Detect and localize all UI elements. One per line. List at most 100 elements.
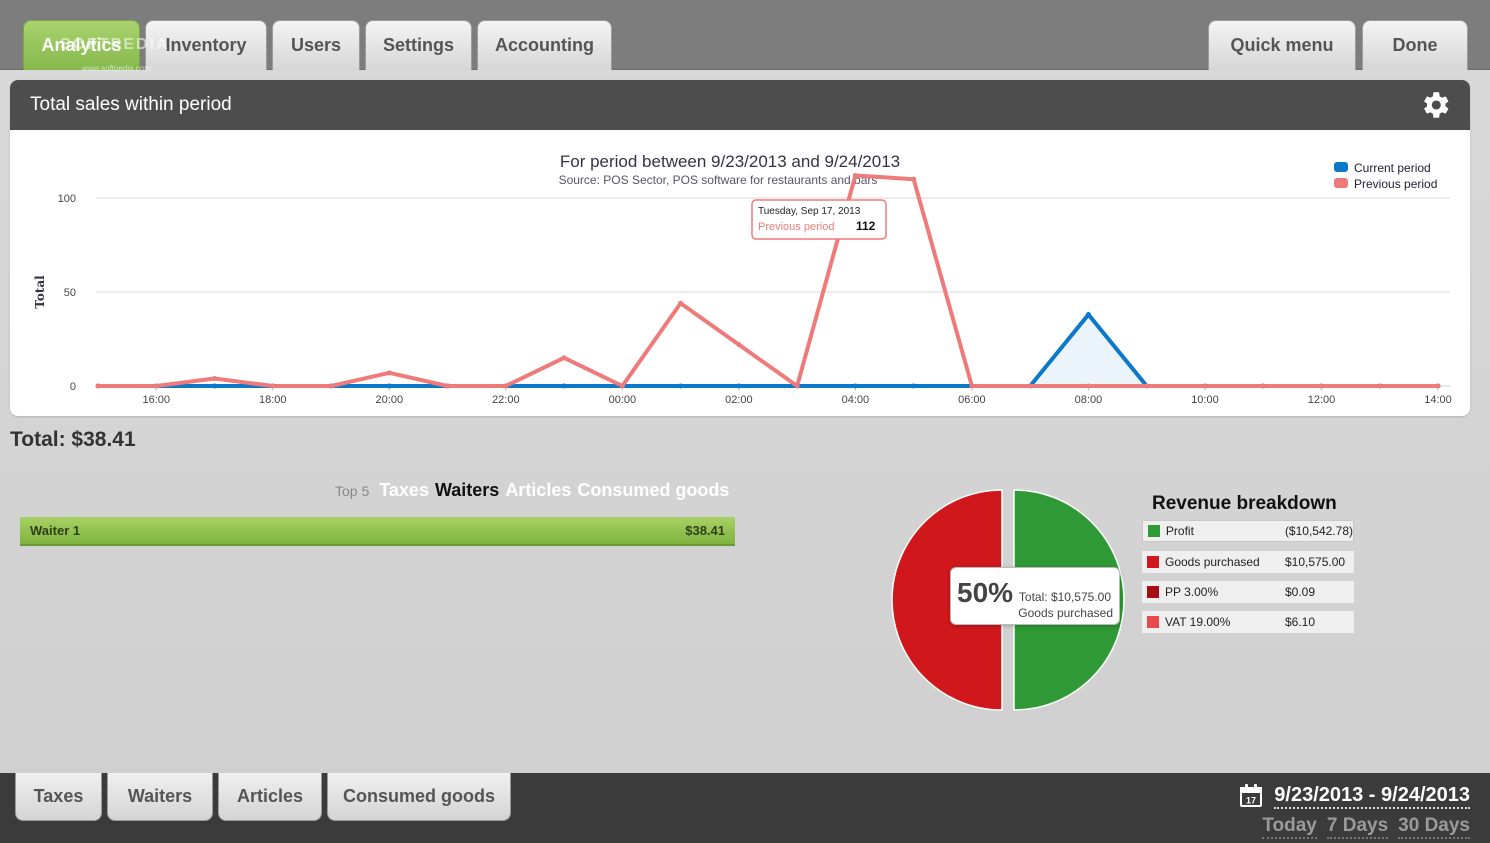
point-current[interactable] <box>911 383 917 389</box>
top-navigation-bar: Analytics Inventory Users Settings Accou… <box>0 0 1490 73</box>
sales-line-chart: For period between 9/23/2013 and 9/24/20… <box>33 152 1452 406</box>
legend-value: $10,575.00 <box>1285 555 1346 569</box>
revenue-legend-vat[interactable]: VAT 19.00% $6.10 <box>1142 611 1354 633</box>
point-previous[interactable] <box>736 342 742 348</box>
tab-analytics[interactable]: Analytics <box>23 20 140 70</box>
bottom-tab-consumed-goods[interactable]: Consumed goods <box>327 773 511 821</box>
x-tick-label: 14:00 <box>1424 394 1452 406</box>
point-previous[interactable] <box>1144 383 1150 389</box>
pie-slice-goods-purchased[interactable] <box>891 489 1003 711</box>
revenue-breakdown-title: Revenue breakdown <box>1152 493 1337 514</box>
x-axis-ticks: 16:00 18:00 20:00 22:00 00:00 02:00 04:00 06:00… <box>142 386 1452 406</box>
revenue-legend-goods-purchased[interactable]: Goods purchased $10,575.00 <box>1142 551 1354 573</box>
watermark-url: www.softpedia.com <box>82 64 151 73</box>
quick-range-links: Today 7 Days 30 Days <box>1262 815 1470 839</box>
revenue-legend-pp[interactable]: PP 3.00% $0.09 <box>1142 581 1354 603</box>
watermark-logo: SOFTPEDIA <box>60 36 170 53</box>
tab-settings[interactable]: Settings <box>365 20 472 70</box>
range-today[interactable]: Today <box>1262 815 1317 839</box>
point-previous[interactable] <box>969 383 975 389</box>
tab-accounting[interactable]: Accounting <box>477 20 612 70</box>
chart-subtitle: Source: POS Sector, POS software for res… <box>559 173 878 187</box>
point-previous[interactable] <box>386 370 392 376</box>
swatch-pp <box>1147 586 1159 598</box>
point-previous[interactable] <box>153 383 159 389</box>
point-current[interactable] <box>678 383 684 389</box>
x-tick-label: 22:00 <box>492 394 520 406</box>
legend-label: VAT 19.00% <box>1165 615 1231 629</box>
bottom-tab-articles[interactable]: Articles <box>218 773 322 821</box>
point-previous[interactable] <box>911 176 917 182</box>
legend-label: Profit <box>1165 524 1194 538</box>
done-button[interactable]: Done <box>1362 20 1468 70</box>
point-current[interactable] <box>212 383 218 389</box>
point-previous[interactable] <box>619 383 625 389</box>
point-previous[interactable] <box>1260 383 1266 389</box>
legend-current-period[interactable]: Current period <box>1354 161 1431 175</box>
top5-option-waiters[interactable]: Waiters <box>434 480 500 500</box>
revenue-legend-profit[interactable]: Profit ($10,542.78) <box>1142 520 1354 542</box>
legend-previous-period[interactable]: Previous period <box>1354 177 1437 191</box>
range-7-days[interactable]: 7 Days <box>1326 815 1389 839</box>
point-current[interactable] <box>852 383 858 389</box>
date-range-picker: 17 9/23/2013 - 9/24/2013 <box>1238 783 1470 809</box>
legend-swatch-current <box>1334 162 1348 172</box>
sales-panel: Total sales within period For period bet… <box>10 80 1470 416</box>
point-current[interactable] <box>736 383 742 389</box>
series-line-previous <box>98 173 1438 388</box>
point-current[interactable] <box>561 383 567 389</box>
point-previous[interactable] <box>794 383 800 389</box>
top5-option-consumed-goods[interactable]: Consumed goods <box>577 480 730 500</box>
range-30-days[interactable]: 30 Days <box>1398 815 1470 839</box>
x-tick-label: 02:00 <box>725 394 753 406</box>
y-axis-label: Total <box>33 275 47 309</box>
point-previous[interactable] <box>1377 383 1383 389</box>
top5-option-taxes[interactable]: Taxes <box>379 480 429 500</box>
x-tick-label: 08:00 <box>1075 394 1103 406</box>
x-tick-label: 20:00 <box>376 394 404 406</box>
date-range-value[interactable]: 9/23/2013 - 9/24/2013 <box>1274 784 1470 809</box>
tab-inventory[interactable]: Inventory <box>145 20 267 70</box>
point-previous[interactable] <box>1435 383 1441 389</box>
y-axis-ticks: 0 50 100 <box>58 193 76 393</box>
quick-menu-button[interactable]: Quick menu <box>1208 20 1356 70</box>
tooltip-date: Tuesday, Sep 17, 2013 <box>758 206 861 217</box>
tab-users[interactable]: Users <box>272 20 360 70</box>
panel-title: Total sales within period <box>30 94 232 115</box>
series-line-current <box>98 312 1438 388</box>
point-previous[interactable] <box>503 383 509 389</box>
panel-header: Total sales within period <box>10 80 1470 130</box>
point-previous[interactable] <box>1027 383 1033 389</box>
legend-label: Goods purchased <box>1165 555 1260 569</box>
point-current[interactable] <box>386 383 392 389</box>
tooltip-series: Previous period <box>758 221 834 233</box>
calendar-icon[interactable]: 17 <box>1238 783 1264 809</box>
point-previous[interactable] <box>1202 383 1208 389</box>
point-previous[interactable] <box>270 383 276 389</box>
y-tick-label: 0 <box>70 381 76 393</box>
point-previous[interactable] <box>445 383 451 389</box>
gear-icon[interactable] <box>1418 88 1452 122</box>
tooltip-value: 112 <box>856 219 876 233</box>
point-previous[interactable] <box>95 383 101 389</box>
point-previous[interactable] <box>1318 383 1324 389</box>
point-current[interactable] <box>1085 312 1091 318</box>
bottom-tab-waiters[interactable]: Waiters <box>107 773 213 821</box>
y-tick-label: 50 <box>64 287 76 299</box>
point-previous[interactable] <box>852 172 858 178</box>
point-previous[interactable] <box>328 383 334 389</box>
top5-row[interactable]: Waiter 1 $38.41 <box>20 517 735 546</box>
bottom-tab-taxes[interactable]: Taxes <box>15 773 102 821</box>
x-tick-label: 00:00 <box>609 394 637 406</box>
point-previous[interactable] <box>678 300 684 306</box>
point-previous[interactable] <box>1085 383 1091 389</box>
point-previous[interactable] <box>212 375 218 381</box>
swatch-profit <box>1148 525 1160 537</box>
x-tick-label: 16:00 <box>142 394 170 406</box>
top5-label: Top 5 <box>335 483 370 499</box>
top5-option-articles[interactable]: Articles <box>505 480 572 500</box>
point-previous[interactable] <box>561 355 567 361</box>
calendar-day: 17 <box>1246 796 1256 806</box>
legend-swatch-previous <box>1334 178 1348 188</box>
x-tick-label: 06:00 <box>958 394 986 406</box>
